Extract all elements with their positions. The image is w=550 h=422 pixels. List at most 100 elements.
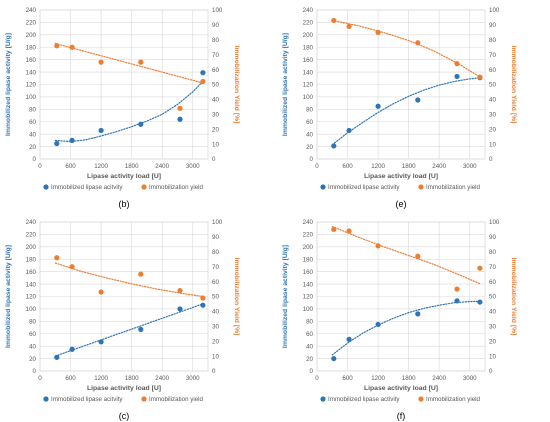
chart-panel: 0204060801001201401601802002202400102030… [282, 219, 517, 421]
y-right-tick-label: 30 [212, 324, 219, 331]
y-left-axis-title: Immobilized lipase activity [U/g] [5, 33, 12, 136]
activity-data-point [69, 137, 75, 143]
y-left-tick-label: 100 [303, 94, 314, 101]
y-left-tick-label: 0 [310, 156, 314, 163]
y-left-tick-label: 160 [303, 57, 314, 64]
y-left-tick-label: 60 [306, 119, 313, 126]
activity-data-point [177, 116, 183, 122]
x-axis-title: Lipase activity load [U] [364, 385, 438, 392]
yield-data-point [415, 253, 421, 259]
x-tick-label: 1200 [94, 163, 108, 170]
y-left-tick-label: 200 [26, 244, 37, 251]
y-right-tick-label: 10 [212, 353, 219, 360]
plot-frame [316, 9, 486, 160]
y-right-tick-label: 30 [212, 112, 219, 119]
x-tick-label: 1200 [94, 375, 108, 382]
yield-data-point [138, 271, 144, 277]
yield-data-point [177, 287, 183, 294]
activity-data-point [375, 321, 381, 328]
x-tick-label: 0 [38, 375, 42, 382]
activity-data-point [331, 355, 337, 362]
y-left-tick-label: 180 [26, 44, 37, 51]
x-tick-label: 600 [65, 163, 76, 170]
y-right-tick-label: 70 [212, 264, 219, 271]
y-right-tick-label: 60 [212, 67, 219, 74]
y-left-tick-label: 140 [26, 69, 37, 76]
x-tick-label: 1800 [402, 375, 416, 382]
y-right-tick-label: 70 [489, 52, 496, 59]
y-right-tick-label: 0 [489, 156, 493, 163]
x-axis-title: Lipase activity load [U] [364, 173, 438, 180]
y-left-tick-label: 180 [303, 44, 314, 51]
activity-data-point [200, 302, 206, 308]
y-left-tick-label: 80 [306, 319, 313, 326]
legend-marker-yield [418, 184, 424, 190]
legend-marker-yield [141, 184, 147, 190]
y-left-tick-label: 60 [29, 119, 36, 126]
panel-label: (c) [119, 411, 130, 421]
y-left-tick-label: 80 [29, 319, 36, 326]
yield-data-point [69, 264, 75, 270]
activity-data-point [138, 121, 144, 127]
y-left-tick-label: 200 [303, 244, 314, 251]
y-right-tick-label: 0 [212, 156, 216, 163]
x-axis-title: Lipase activity load [U] [87, 385, 161, 392]
y-right-tick-label: 60 [489, 279, 496, 286]
legend-marker-activity [43, 184, 49, 190]
yield-trendline [54, 42, 204, 84]
y-right-tick-label: 80 [212, 37, 219, 44]
legend-marker-activity [320, 184, 326, 190]
y-right-tick-label: 40 [489, 309, 496, 316]
y-left-tick-label: 100 [26, 94, 37, 101]
yield-data-point [375, 243, 381, 249]
activity-data-point [454, 73, 460, 80]
y-right-tick-label: 20 [212, 126, 219, 133]
y-right-axis-title: Immobilization Yield [%] [233, 46, 240, 124]
activity-data-point [346, 336, 352, 342]
y-right-axis-title: Immobilization Yield [%] [233, 258, 240, 336]
y-left-tick-label: 220 [26, 232, 37, 239]
yield-data-point [346, 23, 352, 29]
activity-trendline [331, 77, 481, 146]
x-tick-label: 1200 [371, 163, 385, 170]
activity-data-point [454, 298, 460, 304]
y-left-tick-label: 0 [33, 368, 37, 375]
activity-data-point [98, 339, 104, 345]
x-tick-label: 1800 [125, 163, 139, 170]
y-left-tick-label: 120 [303, 294, 314, 301]
activity-data-point [54, 354, 60, 360]
yield-data-point [98, 59, 104, 65]
yield-data-point [200, 295, 206, 301]
y-left-tick-label: 80 [306, 107, 313, 114]
x-tick-label: 0 [38, 163, 42, 170]
y-left-tick-label: 120 [26, 294, 37, 301]
y-left-tick-label: 40 [29, 131, 36, 138]
yield-data-point [454, 61, 460, 67]
y-left-tick-label: 20 [306, 356, 313, 363]
y-left-tick-label: 200 [26, 32, 37, 39]
x-tick-label: 600 [65, 375, 76, 382]
yield-data-point [54, 255, 60, 261]
y-right-tick-label: 50 [212, 82, 219, 89]
legend-label-activity: Immobilized lipase activity [328, 396, 400, 403]
y-left-tick-label: 120 [303, 82, 314, 89]
x-tick-label: 2400 [432, 163, 446, 170]
plot-frame [39, 221, 209, 372]
y-right-axis-title: Immobilization Yield [%] [510, 46, 517, 124]
activity-data-point [98, 127, 104, 134]
y-right-tick-label: 40 [212, 309, 219, 316]
yield-data-point [54, 43, 60, 49]
y-right-tick-label: 60 [489, 67, 496, 74]
y-right-tick-label: 90 [489, 22, 496, 29]
y-left-axis-title: Immobilized lipase activity [U/g] [282, 33, 289, 136]
y-right-tick-label: 90 [212, 234, 219, 241]
y-right-tick-label: 40 [489, 97, 496, 104]
y-left-tick-label: 240 [26, 219, 37, 226]
activity-data-point [200, 70, 206, 76]
y-left-tick-label: 240 [303, 219, 314, 226]
y-left-tick-label: 140 [303, 281, 314, 288]
y-left-tick-label: 120 [26, 82, 37, 89]
x-tick-label: 600 [342, 163, 353, 170]
y-left-tick-label: 60 [306, 331, 313, 338]
